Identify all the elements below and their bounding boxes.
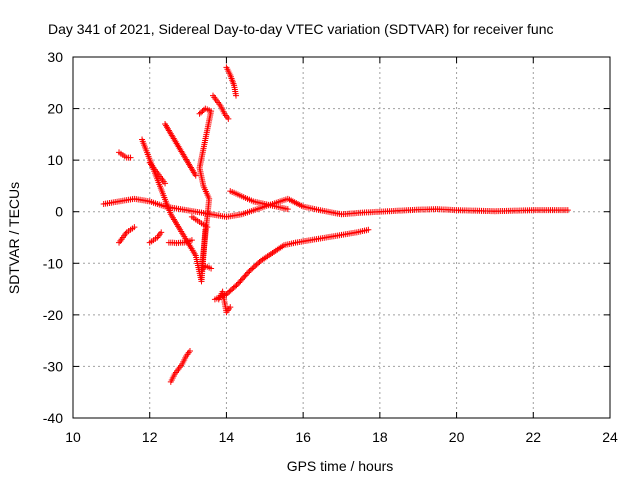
series bbox=[215, 288, 234, 316]
y-tick-label: 30 bbox=[47, 49, 63, 65]
data-point bbox=[242, 272, 249, 279]
data-point bbox=[284, 206, 291, 213]
y-tick-labels: -40 -30 -20 -10 0 10 20 30 bbox=[43, 49, 63, 426]
data-point bbox=[365, 226, 372, 233]
data-point bbox=[233, 92, 240, 99]
x-tick-labels: 10 12 14 16 18 20 22 24 bbox=[65, 429, 618, 445]
x-axis-label: GPS time / hours bbox=[287, 458, 394, 474]
series bbox=[162, 121, 199, 179]
data-point bbox=[225, 115, 232, 122]
series bbox=[116, 224, 138, 246]
data-point bbox=[208, 265, 215, 272]
y-tick-label: 20 bbox=[47, 101, 63, 117]
series bbox=[210, 92, 232, 122]
data-point bbox=[227, 287, 234, 294]
y-tick-label: -40 bbox=[43, 410, 63, 426]
data-point bbox=[233, 282, 240, 289]
data-point bbox=[237, 278, 244, 285]
data-point bbox=[245, 269, 252, 276]
data-point bbox=[564, 207, 571, 214]
data-point bbox=[131, 224, 138, 231]
data-point bbox=[252, 262, 259, 269]
x-tick-label: 24 bbox=[602, 429, 618, 445]
plot-frame bbox=[72, 56, 611, 419]
data-point bbox=[192, 172, 199, 179]
data-point bbox=[256, 258, 263, 265]
data-point bbox=[223, 291, 230, 298]
series bbox=[223, 64, 240, 99]
series bbox=[227, 188, 291, 213]
data-point bbox=[236, 279, 243, 286]
y-tick-label: -10 bbox=[43, 255, 63, 271]
series bbox=[167, 347, 193, 385]
data-point bbox=[238, 276, 245, 283]
x-tick-label: 22 bbox=[525, 429, 541, 445]
data-point bbox=[226, 288, 233, 295]
data-point bbox=[255, 260, 262, 267]
data-point bbox=[247, 266, 254, 273]
data-point bbox=[198, 109, 205, 116]
series bbox=[211, 226, 372, 303]
data-point bbox=[234, 280, 241, 287]
data-point bbox=[162, 180, 169, 187]
data-point bbox=[240, 275, 247, 282]
data-points bbox=[100, 64, 571, 385]
data-point bbox=[158, 229, 165, 236]
series bbox=[196, 105, 215, 275]
x-tick-label: 12 bbox=[142, 429, 158, 445]
data-point bbox=[202, 226, 209, 233]
data-point bbox=[224, 289, 231, 296]
x-tick-label: 20 bbox=[449, 429, 465, 445]
series bbox=[146, 229, 165, 246]
data-point bbox=[229, 286, 236, 293]
data-point bbox=[127, 154, 134, 161]
series bbox=[139, 136, 209, 285]
y-axis-label: SDTVAR / TECUs bbox=[6, 182, 22, 294]
series bbox=[116, 149, 134, 161]
x-tick-label: 18 bbox=[372, 429, 388, 445]
y-tick-label: -30 bbox=[43, 358, 63, 374]
y-tick-label: -20 bbox=[43, 307, 63, 323]
y-tick-label: 10 bbox=[47, 152, 63, 168]
data-point bbox=[232, 283, 239, 290]
axis-ticks bbox=[72, 56, 611, 419]
data-point bbox=[196, 110, 203, 117]
data-point bbox=[227, 304, 234, 311]
x-tick-label: 10 bbox=[65, 429, 81, 445]
data-point bbox=[246, 268, 253, 275]
data-point bbox=[241, 273, 248, 280]
x-tick-label: 16 bbox=[295, 429, 311, 445]
data-point bbox=[243, 270, 250, 277]
data-point bbox=[188, 237, 195, 244]
data-point bbox=[199, 108, 206, 115]
x-tick-label: 14 bbox=[219, 429, 235, 445]
data-point bbox=[230, 284, 237, 291]
data-point bbox=[186, 347, 193, 354]
data-point bbox=[249, 265, 256, 272]
chart-title: Day 341 of 2021, Sidereal Day-to-day VTE… bbox=[48, 21, 554, 37]
data-point bbox=[253, 261, 260, 268]
data-point bbox=[250, 264, 257, 271]
y-tick-label: 0 bbox=[55, 204, 63, 220]
